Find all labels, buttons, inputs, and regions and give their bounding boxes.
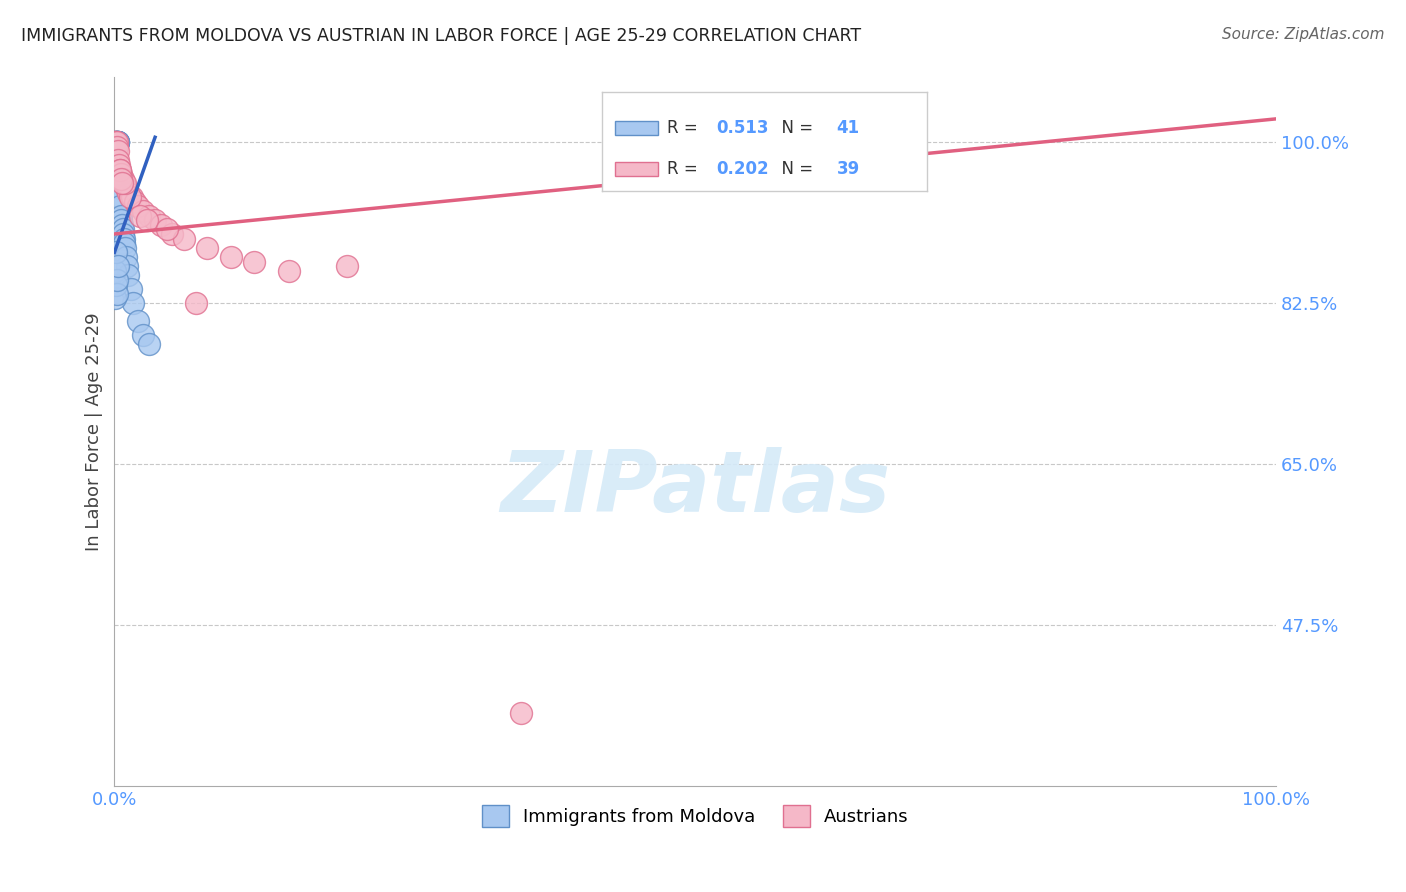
Point	[110, 171, 132, 186]
Point	[118, 190, 141, 204]
Point	[105, 135, 128, 149]
Point	[105, 135, 128, 149]
Point	[510, 706, 533, 720]
Point	[105, 135, 128, 149]
Point	[112, 236, 135, 251]
Point	[105, 286, 128, 301]
Point	[184, 296, 207, 310]
Point	[105, 139, 128, 153]
Point	[121, 190, 143, 204]
Point	[107, 259, 129, 273]
Point	[104, 264, 127, 278]
Point	[115, 181, 138, 195]
Point	[162, 227, 184, 241]
Point	[104, 135, 127, 149]
Point	[138, 209, 160, 223]
Point	[115, 259, 138, 273]
Point	[105, 135, 128, 149]
Point	[104, 135, 127, 149]
Point	[105, 135, 128, 149]
Point	[117, 186, 139, 200]
Point	[156, 222, 179, 236]
Point	[108, 190, 131, 204]
Point	[105, 273, 128, 287]
Point	[336, 259, 359, 273]
Point	[277, 264, 299, 278]
Point	[138, 337, 160, 351]
Point	[107, 135, 129, 149]
Point	[219, 250, 242, 264]
Point	[107, 135, 129, 149]
Point	[107, 144, 129, 158]
Point	[104, 135, 127, 149]
Point	[104, 245, 127, 260]
Point	[143, 213, 166, 227]
Point	[110, 167, 132, 181]
Point	[112, 177, 135, 191]
Point	[132, 204, 155, 219]
Point	[132, 328, 155, 343]
Point	[111, 177, 134, 191]
Point	[149, 218, 172, 232]
Point	[104, 135, 127, 149]
Point	[108, 162, 131, 177]
Point	[104, 292, 127, 306]
Text: ZIPatlas: ZIPatlas	[501, 447, 890, 530]
Point	[115, 250, 138, 264]
Text: Source: ZipAtlas.com: Source: ZipAtlas.com	[1222, 27, 1385, 42]
Point	[105, 135, 128, 149]
Legend: Immigrants from Moldova, Austrians: Immigrants from Moldova, Austrians	[474, 797, 915, 834]
Point	[122, 296, 145, 310]
Point	[120, 282, 142, 296]
Point	[108, 162, 131, 177]
Point	[127, 199, 149, 213]
Point	[104, 135, 127, 149]
Point	[111, 171, 134, 186]
Point	[114, 177, 136, 191]
Point	[107, 153, 129, 168]
Point	[105, 135, 128, 149]
Point	[117, 268, 139, 283]
Point	[108, 171, 131, 186]
Point	[114, 241, 136, 255]
Text: IMMIGRANTS FROM MOLDOVA VS AUSTRIAN IN LABOR FORCE | AGE 25-29 CORRELATION CHART: IMMIGRANTS FROM MOLDOVA VS AUSTRIAN IN L…	[21, 27, 862, 45]
Point	[127, 314, 149, 328]
Point	[108, 158, 131, 172]
Point	[129, 209, 152, 223]
Point	[195, 241, 218, 255]
Point	[110, 162, 132, 177]
Point	[107, 135, 129, 149]
Point	[110, 209, 132, 223]
Point	[110, 199, 132, 213]
Point	[111, 222, 134, 236]
Point	[107, 135, 129, 149]
Point	[136, 213, 159, 227]
Point	[108, 181, 131, 195]
Point	[110, 213, 132, 227]
Point	[124, 194, 146, 209]
Point	[111, 218, 134, 232]
Point	[104, 135, 127, 149]
Y-axis label: In Labor Force | Age 25-29: In Labor Force | Age 25-29	[86, 313, 103, 551]
Point	[112, 231, 135, 245]
Point	[104, 135, 127, 149]
Point	[173, 231, 195, 245]
Point	[112, 227, 135, 241]
Point	[105, 277, 128, 292]
Point	[243, 254, 266, 268]
